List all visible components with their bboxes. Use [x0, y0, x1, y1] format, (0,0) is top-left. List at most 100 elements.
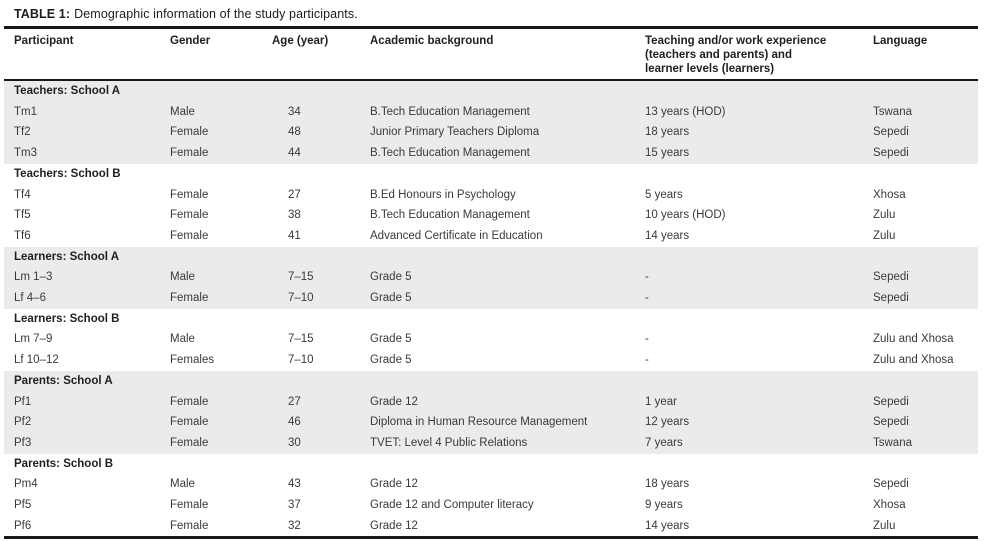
table-cell: Pf1 — [4, 391, 170, 413]
table-cell: Pf3 — [4, 432, 170, 454]
table-caption-label: TABLE 1: — [14, 7, 71, 21]
column-header-age: Age (year) — [272, 29, 370, 81]
table-cell: Sepedi — [873, 143, 978, 164]
table-cell: 34 — [272, 101, 370, 123]
table-cell: Male — [170, 267, 272, 289]
table-caption-text: Demographic information of the study par… — [74, 7, 358, 21]
table-cell: Sepedi — [873, 391, 978, 413]
table-cell: 12 years — [645, 412, 873, 433]
table-cell: Zulu — [873, 229, 896, 242]
table-row: Pf3 Female 30 TVET: Level 4 Public Relation… — [4, 432, 978, 454]
table-cell: Male — [170, 478, 195, 491]
table-cell: Male — [170, 333, 195, 346]
table-cell: - — [645, 288, 873, 309]
table-cell: Grade 12 — [370, 391, 645, 413]
section-header-row: Learners: School A — [4, 246, 978, 268]
section-header: Teachers: School A — [4, 80, 978, 102]
table-cell: B.Tech Education Management — [370, 101, 645, 123]
table-cell: 27 — [272, 391, 370, 413]
table-cell: 32 — [288, 519, 301, 532]
table-cell: Sepedi — [873, 122, 978, 144]
column-header-academic-background: Academic background — [370, 29, 645, 81]
table-cell: Tswana — [873, 101, 978, 123]
table-row: Lm 1–3 Male 7–15 Grade 5- Sepedi — [4, 267, 978, 289]
table-cell: 46 — [272, 412, 370, 433]
section-header: Parents: School A — [4, 370, 978, 392]
table-row: Pm4 Male 43 Grade 12 18 years Sepedi — [4, 474, 978, 495]
table-cell: TVET: Level 4 Public Relations — [370, 432, 645, 454]
table-cell: Female — [170, 143, 272, 164]
table-cell: 38 — [288, 209, 301, 222]
table-cell: Female — [170, 209, 209, 222]
table-cell: 7 years — [645, 432, 873, 454]
section-header-row: Teachers: School B — [4, 164, 978, 185]
table-cell: 44 — [272, 143, 370, 164]
table-cell: Xhosa — [873, 499, 906, 512]
demographics-table: Participant Gender Age (year) Academic b… — [4, 29, 978, 536]
table-row: Pf2 Female 46 Diploma in Human Resource Man… — [4, 412, 978, 433]
table-row: Tf5 Female 38 B.Tech Education Management 10… — [4, 205, 978, 226]
table-cell: Female — [170, 499, 209, 512]
table-cell: Sepedi — [873, 288, 978, 309]
table-row: Tf2 Female 48 Junior Primary Teachers Diplo… — [4, 122, 978, 144]
table-cell: Male — [170, 101, 272, 123]
table-cell: Females — [170, 354, 215, 367]
table-cell: 27 — [288, 188, 301, 201]
table-cell: Female — [170, 519, 209, 532]
table-cell: Tf2 — [4, 122, 170, 144]
table-cell: B.Ed Honours in Psychology — [370, 188, 516, 201]
table-cell: 7–15 — [272, 267, 370, 289]
section-header-row: Parents: School A — [4, 370, 978, 392]
table-cell: Xhosa — [873, 188, 906, 201]
table-cell: Zulu and Xhosa — [873, 333, 954, 346]
table-cell: 13 years (HOD) — [645, 101, 873, 123]
table-caption: TABLE 1: Demographic information of the s… — [4, 2, 978, 29]
table-bottom-rule — [4, 536, 978, 540]
table-cell: Female — [170, 391, 272, 413]
column-header-language: Language — [873, 29, 978, 81]
table-cell: Tf6 — [14, 229, 31, 242]
table-cell: Grade 5 — [370, 354, 412, 367]
table-cell: Tswana — [873, 432, 978, 454]
section-header: Parents: School B — [14, 457, 114, 470]
section-header-row: Parents: School B — [4, 454, 978, 475]
table-cell: Zulu — [873, 519, 896, 532]
table-cell: Tm1 — [4, 101, 170, 123]
table-cell: 7–10 — [288, 354, 314, 367]
table-cell: 48 — [272, 122, 370, 144]
table-cell: 14 years — [645, 519, 690, 532]
table-cell: 18 years — [645, 478, 690, 491]
table-row: Tm3 Female 44 B.Tech Education Management 15… — [4, 143, 978, 164]
table-cell: Pf6 — [14, 519, 32, 532]
table-cell: Grade 12 — [370, 519, 418, 532]
table-cell: 14 years — [645, 229, 690, 242]
table-header: Participant Gender Age (year) Academic b… — [4, 29, 978, 81]
table-row: Pf1 Female 27 Grade 12 1 year Sepedi — [4, 391, 978, 413]
table-cell: Lf 4–6 — [4, 288, 170, 309]
table-cell: Tf5 — [14, 209, 31, 222]
table-cell: 7–10 — [272, 288, 370, 309]
table-cell: Sepedi — [873, 478, 909, 491]
table-cell: 15 years — [645, 143, 873, 164]
table-cell: 18 years — [645, 122, 873, 144]
table-row: Lf 4–6 Female 7–10 Grade 5- Sepedi — [4, 288, 978, 309]
table-cell: Female — [170, 188, 209, 201]
section-header: Learners: School A — [4, 246, 978, 268]
section-header: Teachers: School B — [14, 167, 121, 180]
table-cell: 37 — [288, 499, 301, 512]
table-cell: Lm 7–9 — [14, 333, 53, 346]
table-cell: Grade 12 and Computer literacy — [370, 499, 534, 512]
section-header-row: Teachers: School A — [4, 80, 978, 102]
table-cell: Grade 12 — [370, 478, 418, 491]
table-cell: Diploma in Human Resource Management — [370, 412, 645, 433]
table-cell: Grade 5 — [370, 288, 645, 309]
table-cell: Sepedi — [873, 412, 978, 433]
table-cell: Grade 5 — [370, 267, 645, 289]
table-row: Tf4 Female 27 B.Ed Honours in Psychology 5 y… — [4, 185, 978, 206]
table-cell: Female — [170, 122, 272, 144]
table-row: Pf6 Female 32 Grade 12 14 years Zulu — [4, 516, 978, 537]
table-container: TABLE 1: Demographic information of the s… — [4, 2, 978, 540]
table-cell: B.Tech Education Management — [370, 209, 530, 222]
table-cell: 41 — [288, 229, 301, 242]
